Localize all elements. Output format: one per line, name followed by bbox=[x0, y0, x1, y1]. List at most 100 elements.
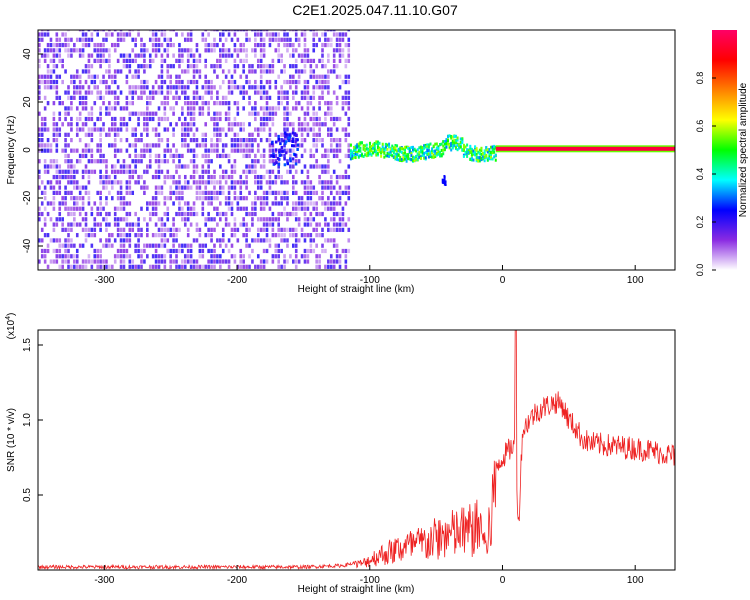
noise-cell bbox=[274, 196, 278, 201]
signal-cell bbox=[394, 143, 397, 147]
onset-cell bbox=[291, 137, 295, 141]
signal-cell bbox=[378, 141, 381, 145]
noise-cell bbox=[216, 196, 219, 201]
noise-cell bbox=[189, 254, 193, 259]
noise-cell bbox=[183, 180, 187, 185]
noise-cell bbox=[329, 217, 333, 222]
onset-cell bbox=[277, 137, 281, 141]
spectrogram-x-tick-label: -300 bbox=[94, 275, 114, 286]
noise-cell bbox=[332, 169, 336, 174]
noise-cell bbox=[268, 190, 272, 195]
noise-cell bbox=[198, 111, 202, 116]
noise-cell bbox=[75, 85, 79, 90]
noise-cell bbox=[262, 264, 266, 269]
noise-cell bbox=[46, 264, 50, 269]
signal-cell bbox=[400, 146, 403, 150]
noise-cell bbox=[148, 116, 152, 122]
onset-cell bbox=[296, 143, 300, 147]
noise-cell bbox=[169, 85, 172, 90]
noise-cell bbox=[306, 48, 310, 53]
noise-cell bbox=[178, 264, 181, 269]
noise-cell bbox=[61, 64, 64, 69]
noise-cell bbox=[166, 53, 170, 58]
noise-cell bbox=[183, 37, 187, 42]
noise-cell bbox=[321, 48, 324, 53]
noise-cell bbox=[67, 132, 70, 137]
noise-cell bbox=[251, 85, 254, 90]
noise-cell bbox=[52, 48, 56, 53]
noise-cell bbox=[122, 233, 126, 238]
noise-cell bbox=[213, 206, 216, 211]
noise-cell bbox=[233, 138, 237, 143]
noise-cell bbox=[286, 201, 289, 206]
noise-cell bbox=[347, 74, 351, 79]
noise-cell bbox=[271, 32, 275, 37]
signal-cell bbox=[375, 149, 378, 153]
noise-cell bbox=[58, 58, 62, 63]
signal-cell bbox=[483, 149, 486, 153]
noise-cell bbox=[58, 217, 62, 222]
noise-cell bbox=[146, 116, 149, 122]
noise-cell bbox=[38, 259, 41, 264]
noise-cell bbox=[90, 148, 94, 153]
noise-cell bbox=[55, 174, 59, 180]
noise-cell bbox=[67, 85, 70, 90]
noise-cell bbox=[344, 127, 348, 132]
noise-cell bbox=[292, 159, 295, 164]
noise-cell bbox=[347, 248, 351, 254]
noise-cell bbox=[134, 85, 137, 90]
noise-cell bbox=[75, 69, 79, 74]
noise-cell bbox=[303, 233, 307, 238]
noise-cell bbox=[347, 153, 351, 159]
noise-cell bbox=[78, 264, 82, 269]
noise-cell bbox=[292, 122, 295, 127]
noise-cell bbox=[256, 185, 260, 190]
noise-cell bbox=[116, 37, 120, 42]
noise-cell bbox=[254, 42, 257, 48]
noise-cell bbox=[84, 190, 88, 195]
noise-cell bbox=[122, 206, 126, 211]
noise-cell bbox=[315, 211, 318, 217]
noise-cell bbox=[166, 64, 170, 69]
noise-cell bbox=[312, 227, 316, 232]
noise-cell bbox=[259, 227, 263, 232]
noise-cell bbox=[151, 254, 155, 259]
noise-cell bbox=[338, 143, 342, 148]
noise-cell bbox=[213, 85, 216, 90]
noise-cell bbox=[286, 116, 289, 122]
noise-cell bbox=[286, 90, 289, 95]
noise-cell bbox=[189, 106, 193, 111]
noise-cell bbox=[344, 201, 348, 206]
noise-cell bbox=[160, 79, 164, 85]
noise-cell bbox=[251, 211, 254, 217]
noise-cell bbox=[344, 111, 348, 116]
noise-cell bbox=[195, 153, 199, 159]
noise-cell bbox=[329, 69, 333, 74]
noise-cell bbox=[227, 116, 231, 122]
spectrogram-y-tick-label: 0 bbox=[22, 147, 33, 153]
noise-cell bbox=[262, 174, 266, 180]
noise-cell bbox=[327, 264, 330, 269]
spectrogram-cells bbox=[38, 30, 675, 269]
noise-cell bbox=[204, 217, 208, 222]
noise-cell bbox=[219, 37, 222, 42]
noise-cell bbox=[102, 127, 105, 132]
noise-cell bbox=[87, 58, 91, 63]
noise-cell bbox=[321, 143, 324, 148]
noise-cell bbox=[81, 217, 85, 222]
signal-cell bbox=[407, 154, 410, 158]
noise-cell bbox=[259, 53, 263, 58]
noise-cell bbox=[297, 143, 301, 148]
noise-cell bbox=[172, 143, 175, 148]
spectrogram-x-tick-label: 100 bbox=[627, 275, 644, 286]
noise-cell bbox=[116, 222, 120, 227]
noise-cell bbox=[332, 264, 336, 269]
noise-cell bbox=[219, 211, 222, 217]
noise-cell bbox=[78, 159, 82, 164]
noise-cell bbox=[321, 42, 324, 48]
noise-cell bbox=[131, 222, 135, 227]
noise-cell bbox=[49, 74, 53, 79]
noise-cell bbox=[90, 32, 94, 37]
signal-cell bbox=[418, 150, 421, 154]
noise-cell bbox=[239, 85, 243, 90]
